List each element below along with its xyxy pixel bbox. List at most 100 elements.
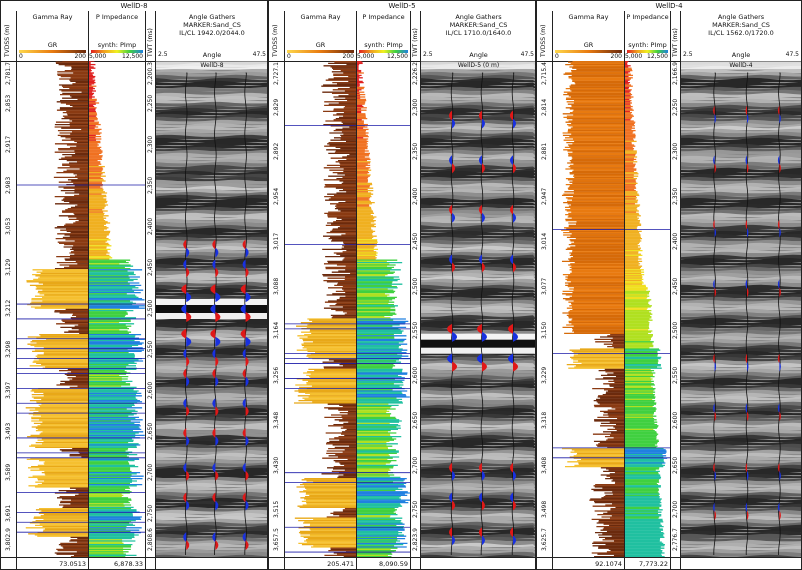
time-tick: 2,300 [672,143,679,161]
pimp-footer: 6,878.33 [89,557,145,569]
angle-min: 2.5 [683,51,693,58]
depth-tick: 2,853 [5,94,12,112]
gamma-ray-plot [285,61,356,557]
depth-footer [537,557,552,569]
angle-gathers-track: Angle Gathers MARKER:Sand_CS IL/CL 1710.0/… [421,11,535,569]
depth-track-header: TVDSS (m) [269,11,284,62]
depth-tick: 3,397 [5,381,12,399]
pimp-scale-min: 5,000 [357,53,375,60]
depth-tick: 3,515 [273,501,280,519]
inline-crossline: IL/CL 1562.0/1720.0 [708,29,774,37]
angle-max: 47.5 [520,51,534,58]
depth-tick: 2,881 [541,143,548,161]
p-impedance-track: P Impedance synth: PImp 5,000 12,500 7,773.2… [625,11,671,569]
time-tick: 2,823.9 [412,528,419,551]
depth-tick: 3,164 [273,322,280,340]
depth-tick: 3,657.5 [273,528,280,551]
pimp-footer: 8,090.59 [357,557,410,569]
time-axis: 2,226.2 2,300 2,350 2,400 2,450 2,500 2,550 2,6… [411,61,420,557]
time-tick: 2,400 [147,217,154,235]
seismic-gather-image [681,61,801,557]
depth-tick: 2,715.4 [541,62,548,85]
time-tick: 2,650 [672,456,679,474]
p-impedance-curve [625,61,670,557]
depth-tick: 2,983 [5,176,12,194]
angle-axis-label: Angle [731,51,751,59]
depth-tick: 3,298 [5,340,12,358]
depth-tick: 2,954 [273,187,280,206]
gamma-ray-header: Gamma Ray GR 0 200 [553,11,624,62]
p-impedance-plot [357,61,410,557]
time-track: TWT (ms) 2,166.9 2,250 2,300 2,350 2,400 2,450… [671,11,681,569]
angle-gathers-header: Angle Gathers MARKER:Sand_CS IL/CL 1562.0/… [681,11,801,62]
seismic-well-title: WellD-4 [681,62,801,69]
time-tick: 2,700 [672,501,679,519]
depth-tick: 3,088 [273,277,280,295]
time-tick: 2,650 [412,411,419,429]
time-tick: 2,226.2 [412,62,419,85]
pimp-curve-name: synth: PImp [628,41,667,49]
gr-footer: 73.0513 [17,557,88,569]
time-tick: 2,250 [672,98,679,116]
gr-readout: 73.0513 [59,560,86,568]
angle-gathers-label: Angle Gathers [455,13,502,21]
depth-tick: 3,430 [273,456,280,474]
well-panel: WellD-5 TVDSS (m) 2,727.1 2,829 2,892 2,954 3,… [268,0,536,570]
time-axis-label: TWT (ms) [672,28,679,57]
time-tick: 2,550 [147,340,154,358]
time-axis-label: TWT (ms) [147,28,154,57]
depth-axis-label: TVDSS (m) [540,24,547,57]
gamma-ray-plot [17,61,88,557]
seismic-gather-image [156,61,267,557]
depth-axis: 2,727.1 2,829 2,892 2,954 3,017 3,088 3,164 3,2… [269,61,284,557]
depth-track: TVDSS (m) 2,715.4 2,814 2,881 2,947 3,014 3,07… [537,11,553,569]
gr-footer: 92.1074 [553,557,624,569]
depth-axis-label: TVDSS (m) [4,24,11,57]
depth-footer [1,557,16,569]
depth-track: TVDSS (m) 2,727.1 2,829 2,892 2,954 3,017 3,08… [269,11,285,569]
gamma-ray-track: Gamma Ray GR 0 200 73.0513 [17,11,89,569]
time-tick: 2,600 [412,366,419,385]
pimp-color-bar [91,50,143,53]
pimp-readout: 6,878.33 [114,560,143,568]
depth-tick: 2,892 [273,143,280,161]
depth-tick: 3,408 [541,456,548,474]
seismic-gather-image [421,61,535,557]
depth-tick: 3,348 [273,411,280,429]
seismic-footer [681,557,801,569]
depth-footer [269,557,284,569]
depth-tick: 2,781.7 [5,62,12,85]
time-axis: 2,200.3 2,250 2,300 2,350 2,400 2,450 2,500 2,5… [146,61,155,557]
depth-tick: 3,017 [273,232,280,250]
pimp-scale-min: 5,000 [625,53,643,60]
angle-gathers-header: Angle Gathers MARKER:Sand_CS IL/CL 1942.0/… [156,11,267,62]
time-tick: 2,650 [147,422,154,440]
pimp-curve-name: synth: PImp [97,41,137,49]
seismic-well-title: WellD-8 [156,62,267,69]
pimp-color-bar [627,50,668,53]
time-tick: 2,350 [147,176,154,194]
time-tick: 2,166.9 [672,62,679,85]
gr-scale-min: 0 [287,53,291,60]
depth-tick: 2,917 [5,135,12,153]
time-tick: 2,600 [672,411,679,429]
gr-color-bar [555,50,622,53]
depth-track: TVDSS (m) 2,781.7 2,853 2,917 2,983 3,053 3,12… [1,11,17,569]
gamma-ray-header: Gamma Ray GR 0 200 [285,11,356,62]
angle-gathers-header: Angle Gathers MARKER:Sand_CS IL/CL 1710.0/… [421,11,535,62]
gr-scale-min: 0 [19,53,23,60]
depth-tick: 3,053 [5,217,12,235]
marker-name: MARKER:Sand_CS [449,21,508,29]
gamma-ray-label: Gamma Ray [300,13,341,21]
time-tick: 2,450 [412,232,419,250]
seismic-gather-plot: WellD-8 [156,61,267,557]
gr-footer: 205.471 [285,557,356,569]
marker-name: MARKER:Sand_CS [183,21,241,29]
gr-scale-max: 200 [342,53,354,60]
time-footer [146,557,155,569]
angle-gathers-track: Angle Gathers MARKER:Sand_CS IL/CL 1942.0/… [156,11,267,569]
gr-scale-min: 0 [555,53,559,60]
depth-tick: 3,691 [5,504,12,522]
time-tick: 2,550 [672,366,679,385]
seismic-footer [421,557,535,569]
